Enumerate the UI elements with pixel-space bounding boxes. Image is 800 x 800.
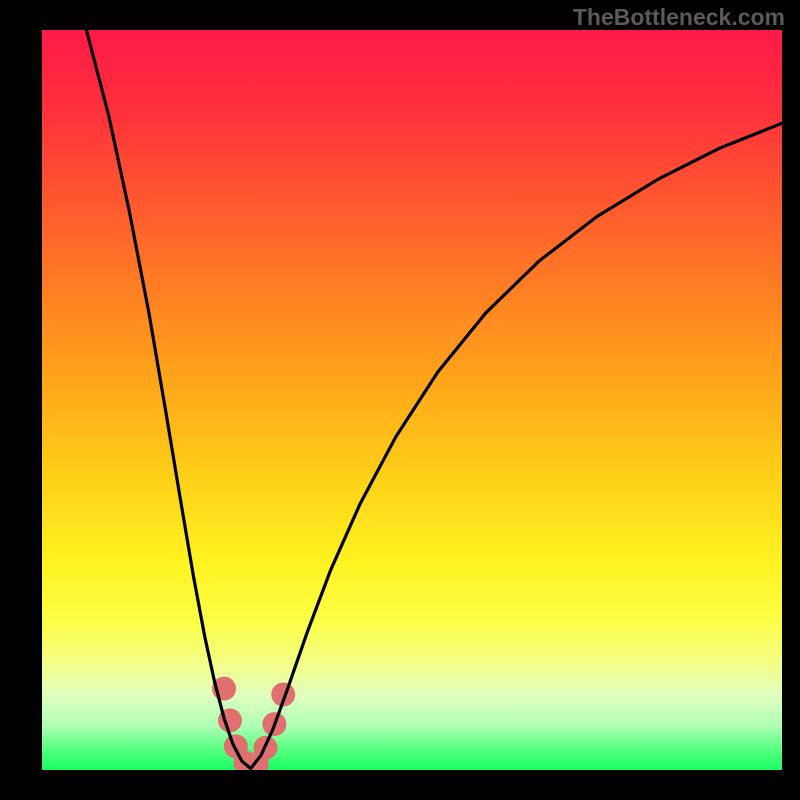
watermark-text: TheBottleneck.com xyxy=(573,4,785,31)
plot-background xyxy=(42,30,782,770)
chart-canvas: TheBottleneck.com xyxy=(0,0,800,800)
chart-svg xyxy=(0,0,800,800)
